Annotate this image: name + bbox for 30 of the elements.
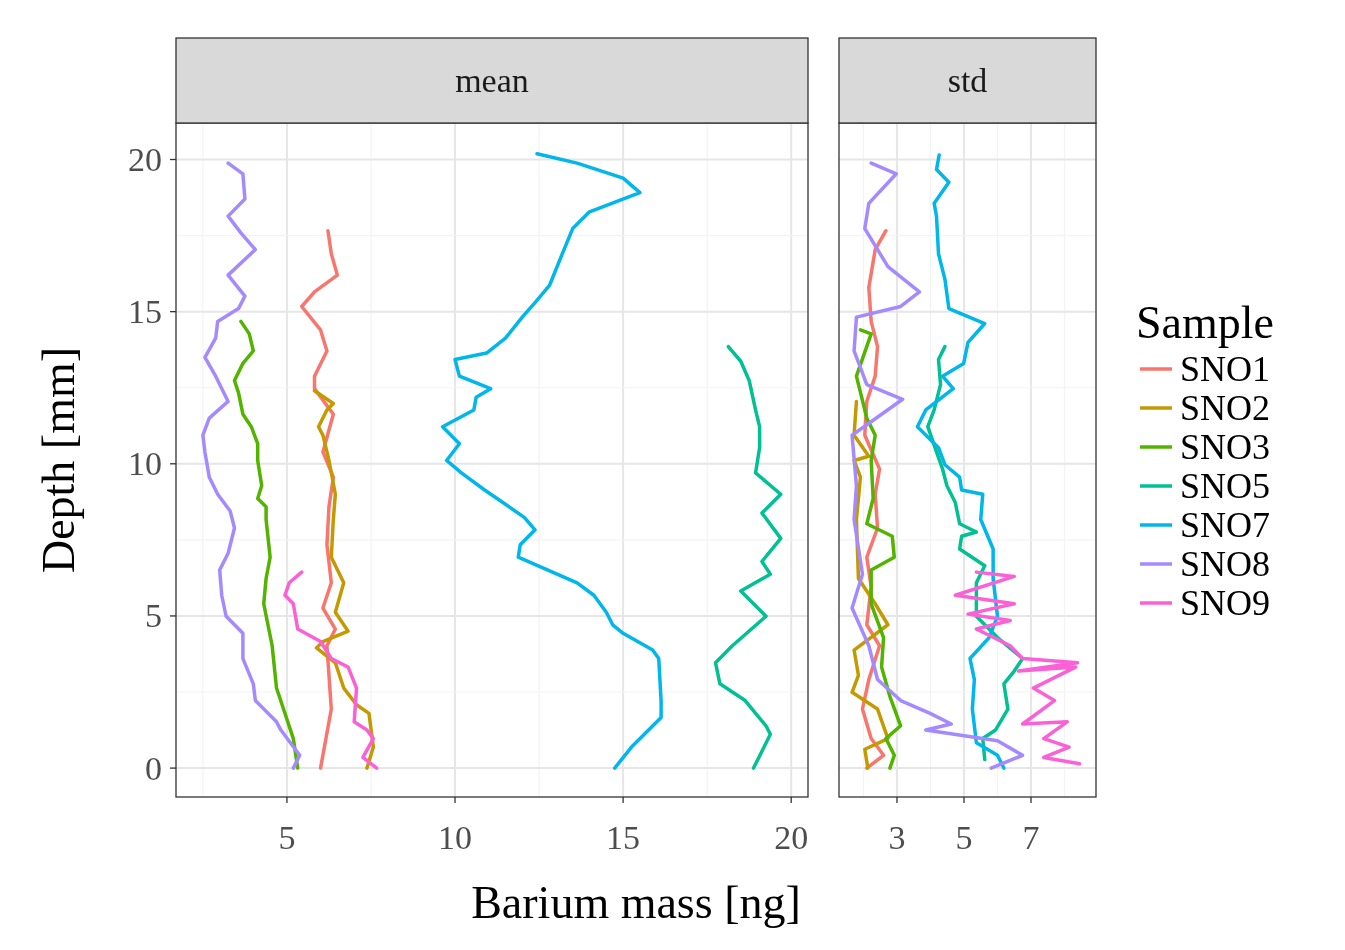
y-tick-label: 20 — [128, 141, 162, 179]
legend-label: SNO1 — [1180, 349, 1271, 389]
x-tick-label: 5 — [955, 819, 973, 856]
legend-label: SNO2 — [1180, 388, 1271, 428]
line-series — [713, 344, 783, 770]
chart-title: std — [947, 62, 988, 99]
chart-title: mean — [455, 62, 529, 99]
legend-label: SNO9 — [1180, 583, 1271, 623]
y-axis-title: Depth [mm] — [32, 346, 84, 574]
y-tick-label: 5 — [145, 597, 162, 635]
x-tick-label: 10 — [438, 819, 473, 856]
line-series — [232, 319, 300, 770]
x-tick-label: 5 — [278, 819, 296, 856]
y-tick-label: 0 — [145, 749, 162, 787]
legend-label: SNO5 — [1180, 466, 1271, 506]
line-series — [283, 570, 379, 770]
x-axis-title: Barium mass [ng] — [471, 877, 801, 928]
legend-title: Sample — [1136, 296, 1274, 348]
x-tick-label: 15 — [606, 819, 641, 856]
legend-label: SNO3 — [1180, 427, 1271, 467]
legend-label: SNO8 — [1180, 544, 1271, 584]
line-series — [201, 161, 302, 770]
x-tick-label: 20 — [774, 819, 809, 856]
legend-label: SNO7 — [1180, 505, 1271, 545]
x-tick-label: 7 — [1022, 819, 1040, 856]
line-series — [440, 151, 663, 770]
x-tick-label: 3 — [888, 819, 906, 856]
y-tick-label: 15 — [128, 293, 162, 331]
line-series — [312, 389, 376, 770]
y-tick-label: 10 — [128, 445, 162, 483]
